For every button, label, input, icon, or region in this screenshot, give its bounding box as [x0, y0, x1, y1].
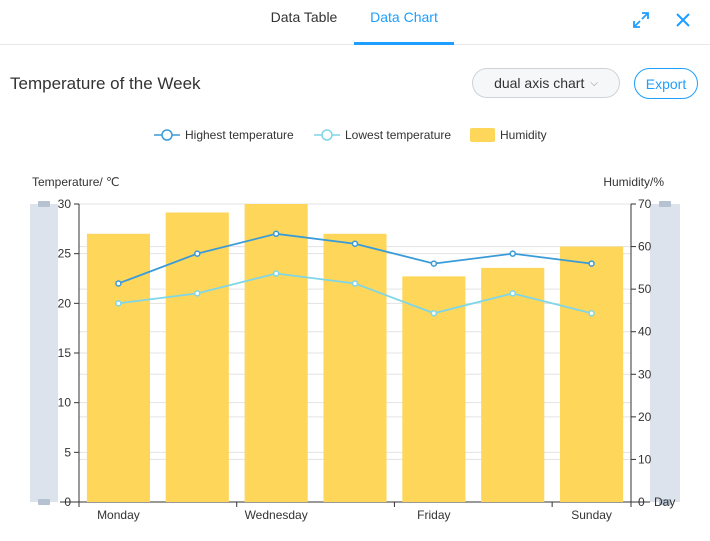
legend-humidity-label: Humidity — [500, 128, 547, 142]
highest-temperature-point[interactable] — [430, 260, 438, 267]
tab-data-chart-label: Data Chart — [370, 9, 438, 25]
x-axis-title: Day — [654, 495, 675, 509]
right-y-tick-label: 50 — [638, 282, 652, 296]
humidity-bar[interactable] — [560, 246, 624, 502]
lowest-temperature-point[interactable] — [351, 280, 359, 287]
left-y-tick-label: 30 — [58, 197, 72, 211]
right-y-tick-label: 20 — [638, 410, 652, 424]
zoom-handle-icon[interactable] — [38, 499, 50, 505]
humidity-bar[interactable] — [244, 204, 308, 502]
left-y-tick-label: 25 — [58, 247, 72, 261]
expand-icon[interactable] — [631, 10, 651, 30]
highest-temperature-point[interactable] — [194, 250, 201, 257]
close-icon[interactable] — [673, 10, 693, 30]
x-tick-label: Monday — [97, 508, 140, 522]
right-y-axis-title: Humidity/% — [603, 175, 664, 189]
lowest-temperature-point[interactable] — [430, 310, 438, 317]
humidity-bar[interactable] — [86, 233, 150, 503]
right-y-tick-label: 60 — [638, 240, 652, 254]
left-y-tick-label: 15 — [58, 346, 72, 360]
lowest-temperature-point[interactable] — [272, 270, 280, 277]
highest-temperature-point[interactable] — [351, 240, 359, 247]
active-tab-indicator — [354, 42, 454, 45]
zoom-handle-icon[interactable] — [659, 499, 671, 505]
left-y-tick-label: 5 — [64, 445, 71, 459]
lowest-temperature-point[interactable] — [588, 310, 595, 317]
right-y-tick-label: 0 — [638, 495, 645, 509]
humidity-bar[interactable] — [481, 267, 545, 502]
left-y-tick-label: 0 — [64, 495, 71, 509]
left-y-axis-title: Temperature/ ℃ — [32, 175, 120, 189]
highest-temperature-point[interactable] — [272, 230, 280, 238]
chart-type-select[interactable]: dual axis chart ⌵ — [472, 68, 620, 98]
highest-temperature-point[interactable] — [588, 260, 595, 267]
x-tick-label: Sunday — [571, 508, 612, 522]
chart-type-select-value: dual axis chart — [494, 75, 585, 91]
tab-data-chart[interactable]: Data Chart — [354, 0, 454, 45]
lowest-temperature-point[interactable] — [509, 290, 516, 297]
humidity-bar[interactable] — [323, 233, 387, 503]
tab-data-table[interactable]: Data Table — [254, 0, 354, 44]
legend-lowest-label: Lowest temperature — [345, 128, 451, 142]
highest-temperature-point[interactable] — [509, 250, 516, 257]
x-tick-label: Friday — [417, 508, 450, 522]
zoom-handle-icon[interactable] — [38, 201, 50, 207]
right-y-tick-label: 30 — [638, 367, 652, 381]
legend-highest-marker-icon — [161, 129, 173, 141]
tab-bar: Data Table Data Chart — [0, 0, 710, 45]
tab-data-table-label: Data Table — [270, 9, 338, 25]
left-y-tick-label: 10 — [58, 396, 72, 410]
x-tick-label: Wednesday — [245, 508, 308, 522]
legend-humidity-swatch — [470, 128, 495, 142]
page-title: Temperature of the Week — [10, 74, 201, 93]
legend-highest-label: Highest temperature — [185, 128, 294, 142]
highest-temperature-point[interactable] — [115, 280, 122, 287]
chevron-down-icon: ⌵ — [590, 77, 598, 89]
left-zoom-slider[interactable] — [30, 204, 58, 502]
right-y-tick-label: 40 — [638, 325, 652, 339]
right-y-tick-label: 70 — [638, 197, 652, 211]
legend-lowest-marker-icon — [321, 129, 333, 141]
lowest-temperature-point[interactable] — [194, 290, 201, 297]
left-y-tick-label: 20 — [58, 296, 72, 310]
zoom-handle-icon[interactable] — [659, 201, 671, 207]
lowest-temperature-point[interactable] — [115, 300, 122, 307]
right-zoom-slider[interactable] — [650, 204, 680, 502]
export-button[interactable]: Export — [634, 68, 698, 99]
right-y-tick-label: 10 — [638, 452, 652, 466]
